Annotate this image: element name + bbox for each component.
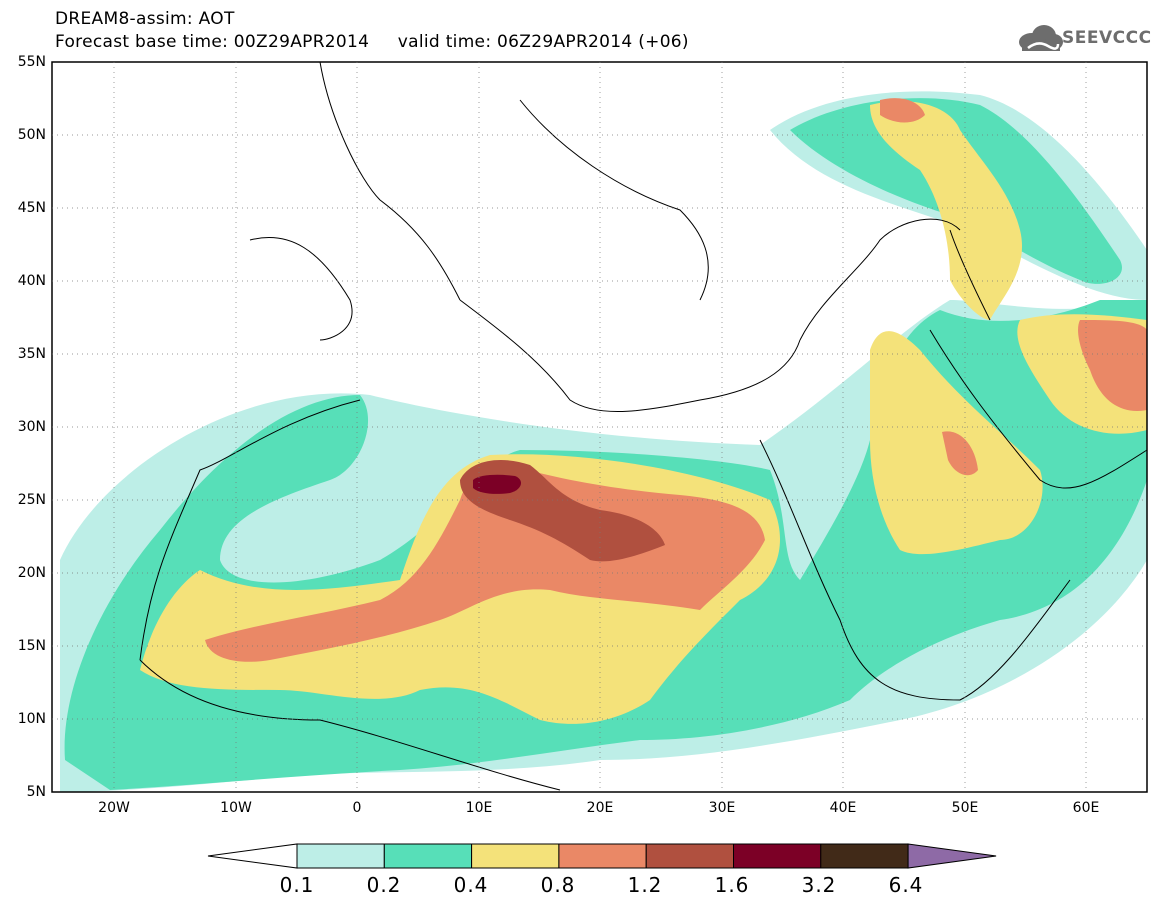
colorbar-label: 0.2 <box>366 873 402 897</box>
lon-label: 40E <box>829 800 857 816</box>
coastlines <box>139 61 1148 791</box>
lat-label: 15N <box>17 638 46 654</box>
aot-contour-0.8-iran <box>1078 320 1147 411</box>
aot-contour-1.6 <box>473 474 522 494</box>
lon-label: 10W <box>220 800 252 816</box>
lon-label: 60E <box>1072 800 1100 816</box>
colorbar-label: 1.2 <box>627 873 663 897</box>
lat-label: 50N <box>17 127 46 143</box>
lat-label: 20N <box>17 565 46 581</box>
lat-label: 40N <box>17 273 46 289</box>
colorbar-label: 0.8 <box>540 873 576 897</box>
forecast-time-line: Forecast base time: 00Z29APR2014 valid t… <box>55 32 689 52</box>
lat-label: 5N <box>26 784 46 800</box>
map-title: DREAM8-assim: AOT <box>55 9 235 29</box>
colorbar-label: 6.4 <box>888 873 924 897</box>
aot-field <box>60 91 1147 792</box>
aot-contour-0.8 <box>205 463 765 662</box>
lat-label: 35N <box>17 346 46 362</box>
lon-label: 10E <box>465 800 493 816</box>
lat-label: 30N <box>17 419 46 435</box>
lat-label: 10N <box>17 711 46 727</box>
lat-label: 25N <box>17 492 46 508</box>
lon-label: 50E <box>951 800 979 816</box>
lon-label: 20W <box>98 800 130 816</box>
logo-text: SEEVCCC <box>1062 28 1152 48</box>
lat-label: 45N <box>17 200 46 216</box>
seevccc-logo <box>1019 25 1063 51</box>
lon-label: 0 <box>352 800 362 816</box>
cloud-icon <box>1019 25 1063 51</box>
graticule <box>52 62 1147 792</box>
colorbar-label: 3.2 <box>801 873 837 897</box>
lon-label: 20E <box>586 800 614 816</box>
aot-contour-0.8-gulf <box>942 431 978 476</box>
aot-contour-0.8-caspian <box>880 98 925 123</box>
colorbar-label: 0.4 <box>453 873 489 897</box>
colorbar-label: 0.1 <box>279 873 315 897</box>
lat-label: 55N <box>17 54 46 70</box>
aot-contour-0.4-caspian <box>870 101 1023 320</box>
colorbar-label: 1.6 <box>714 873 750 897</box>
lon-label: 30E <box>708 800 736 816</box>
